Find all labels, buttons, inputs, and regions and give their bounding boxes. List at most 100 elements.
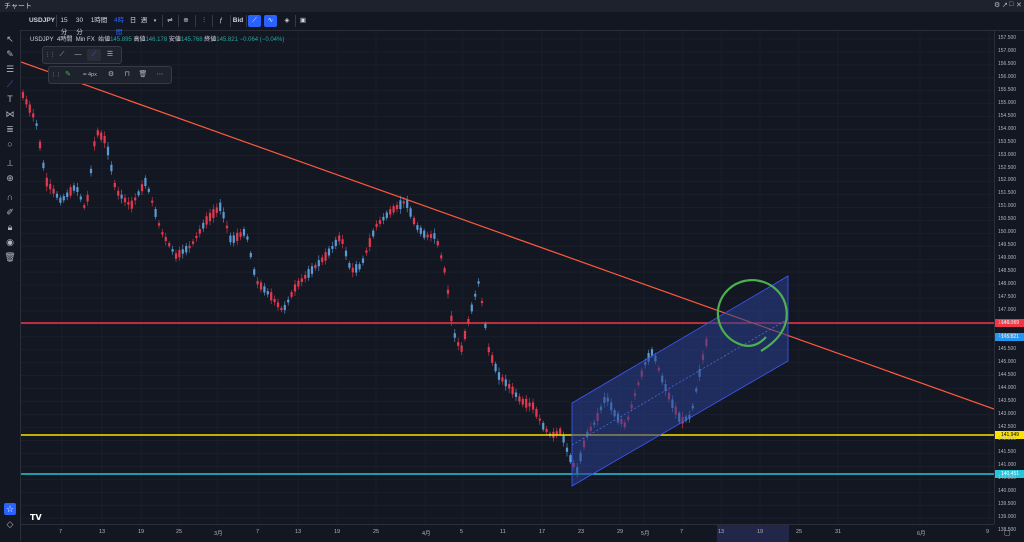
favorite-icon[interactable]: ☆ (4, 503, 16, 515)
horizontal-ray-icon[interactable]: — (74, 51, 82, 58)
candle-body (402, 201, 405, 204)
candle-body (440, 255, 443, 259)
candle-body (151, 200, 154, 203)
pencil-icon[interactable]: ✎ (6, 49, 14, 59)
price-scale[interactable]: 146.369 145.821 141.949 140.451 157.500 1… (994, 31, 1024, 533)
drag-handle-icon[interactable]: ⋮⋮ (51, 72, 61, 78)
candle-body (168, 243, 171, 247)
candle-body (484, 323, 487, 328)
trend-line-icon[interactable]: ⟋ (87, 49, 101, 61)
candle-body (453, 333, 456, 338)
interval-4h[interactable]: 4時間 (113, 17, 125, 36)
candle-body (480, 300, 484, 304)
symbol-button[interactable]: USDJPY (28, 17, 55, 24)
price-tick-label: 142.000 (998, 436, 1017, 443)
line-width-select[interactable]: ━ 4px (79, 69, 101, 81)
candle-body (93, 141, 96, 147)
ruler-icon[interactable]: ⟂ (6, 158, 13, 168)
time-tick-label: 13 (99, 529, 106, 535)
fib-tool-icon[interactable]: ≣ (6, 124, 14, 134)
candlestick-series (21, 89, 708, 478)
candle-body (215, 207, 218, 213)
more-icon[interactable]: ⋯ (156, 71, 164, 78)
horizontal-lines-icon[interactable]: ☰ (5, 64, 15, 74)
candle-body (545, 428, 548, 433)
shape-tool-icon[interactable]: ○ (7, 139, 13, 149)
candle-body (310, 266, 314, 274)
candle-body (355, 264, 358, 273)
magnet-icon[interactable]: ∩ (6, 192, 14, 202)
time-tick-label: 7 (680, 529, 684, 535)
cursor-icon[interactable]: ↖ (6, 34, 14, 44)
visibility-icon[interactable]: ◉ (6, 237, 14, 247)
candle-body (219, 202, 222, 212)
candle-body (304, 274, 307, 279)
popout-icon[interactable]: ↗ (1002, 2, 1008, 9)
line-color-icon[interactable]: ✎ (65, 71, 71, 78)
theme-icon[interactable]: ◈ (284, 17, 290, 24)
tradingview-logo: 𝗧𝗩 (30, 513, 42, 522)
interval-1h[interactable]: 1時間 (90, 17, 108, 24)
indicators-icon[interactable]: ƒ (219, 17, 223, 24)
zoom-icon[interactable]: ⊕ (6, 173, 14, 183)
settings-icon[interactable]: ⚙ (994, 2, 1001, 9)
interval-30m[interactable]: 30分 (75, 17, 84, 36)
chart-pane[interactable] (20, 31, 995, 532)
trendline-tool-icon[interactable]: ⟋ (6, 79, 14, 89)
candle-body (120, 194, 123, 199)
settings-icon[interactable]: ⚙ (107, 71, 115, 78)
maximize-icon[interactable]: □ (1009, 1, 1014, 8)
price-tick-label: 151.500 (998, 190, 1017, 197)
legend-close: 145.821 (216, 37, 238, 43)
trash-icon[interactable]: 🗑︎ (4, 252, 16, 262)
compare-icon[interactable]: ⇌ (167, 17, 173, 24)
candle-body (188, 245, 191, 249)
candle-body (83, 205, 86, 208)
descending-trend-line[interactable] (20, 61, 995, 410)
candle-body (86, 194, 89, 202)
price-tick-label: 152.000 (998, 177, 1017, 184)
lock-icon[interactable]: 🔒︎ (7, 222, 13, 232)
candle-body (123, 197, 127, 203)
close-icon[interactable]: ✕ (1016, 2, 1022, 9)
candle-body (494, 363, 497, 372)
legend-symbol[interactable]: USDJPY (30, 37, 54, 43)
price-tick-label: 149.000 (998, 255, 1017, 262)
candle-body (239, 232, 242, 237)
delete-icon[interactable]: 🗑︎ (138, 71, 148, 78)
price-tick-label: 143.000 (998, 410, 1017, 417)
pattern-tool-icon[interactable]: ⋈ (5, 109, 15, 119)
bid-button[interactable]: Bid (232, 17, 244, 24)
green-freehand-circle[interactable] (716, 279, 788, 352)
chart-type-icon[interactable]: ⫶ (203, 17, 205, 24)
candle-body (181, 249, 184, 254)
candle-body (191, 241, 195, 244)
stay-drawing-icon[interactable]: ✐ (6, 207, 14, 217)
parallel-channel[interactable] (571, 275, 789, 487)
price-tick-label: 154.000 (998, 125, 1017, 132)
wave-mode-icon[interactable]: ∿ (264, 15, 277, 27)
layers-icon[interactable]: ◇ (6, 519, 14, 529)
lock-icon[interactable]: ⊓ (124, 71, 130, 78)
time-tick-label: 25 (796, 529, 803, 535)
time-scale[interactable]: 7 13 19 25 3月 7 13 19 25 4月 5 11 17 23 29 5月 7 13 19 25 31 6月… (21, 524, 994, 542)
candle-body (72, 185, 76, 191)
price-chart[interactable] (20, 31, 995, 532)
candle-body (559, 428, 562, 435)
interval-week[interactable]: 週 (140, 17, 148, 24)
channel-icon[interactable]: ☰ (106, 51, 114, 58)
interval-15m[interactable]: 15分 (60, 17, 68, 36)
layout-icon[interactable]: ▣ (299, 17, 307, 24)
candle-body (358, 264, 361, 270)
line-mode-icon[interactable]: ⟋ (248, 15, 261, 27)
ray-line-icon[interactable]: ⟋ (59, 51, 65, 58)
candle-body (487, 347, 490, 353)
interval-day[interactable]: 日 (129, 17, 137, 24)
text-tool-icon[interactable]: T (7, 94, 13, 104)
interval-dropdown-chevron-icon[interactable]: ▾ (153, 18, 157, 24)
price-tick-label: 146.500 (998, 319, 1017, 326)
add-symbol-icon[interactable]: ⊕ (183, 17, 189, 24)
candle-body (127, 202, 130, 205)
auto-scale-icon[interactable]: ▢ (1004, 530, 1011, 537)
drag-handle-icon[interactable]: ⋮⋮ (45, 52, 55, 58)
